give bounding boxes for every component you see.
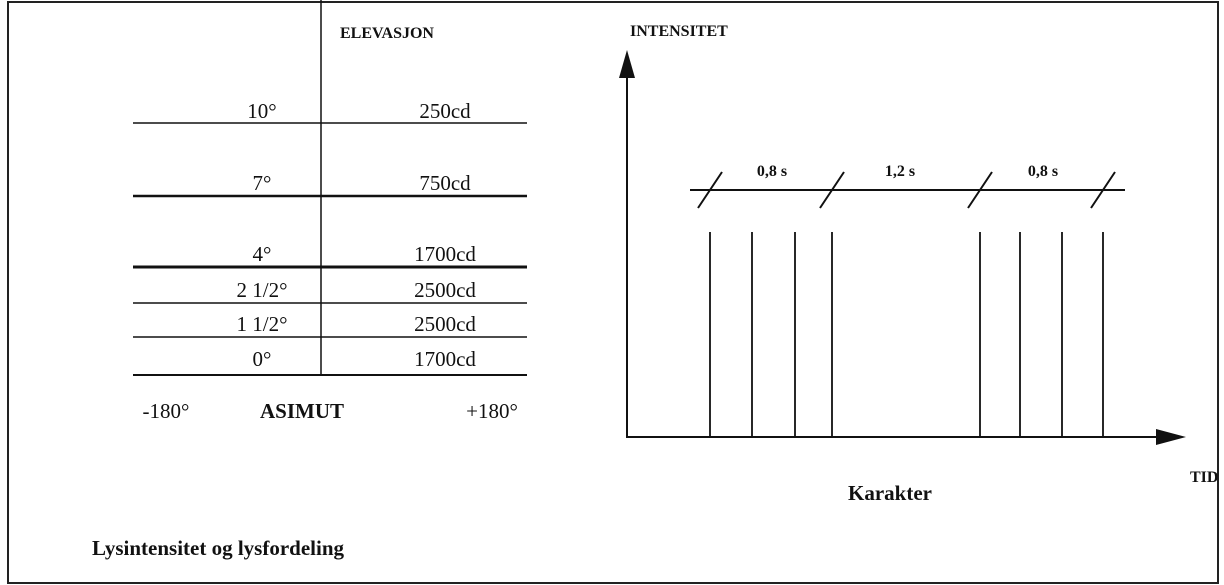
intensity: 1700cd xyxy=(414,347,476,371)
tick xyxy=(967,171,993,209)
y-axis-label: INTENSITET xyxy=(630,23,728,40)
table-lines xyxy=(133,0,527,376)
elevation: 0° xyxy=(253,347,272,371)
timing-caption: Karakter xyxy=(848,481,932,505)
intensity: 2500cd xyxy=(414,278,476,302)
interval: 0,8 s xyxy=(1028,163,1058,180)
frame xyxy=(7,1,1219,584)
azimuth-min: -180° xyxy=(143,399,190,423)
y-arrow xyxy=(619,50,635,78)
intensity: 1700cd xyxy=(414,242,476,266)
table-caption: Lysintensitet og lysfordeling xyxy=(92,536,345,560)
elevation: 2 1/2° xyxy=(237,278,288,302)
intensity: 750cd xyxy=(419,171,471,195)
x-arrow xyxy=(1156,429,1186,445)
pulses xyxy=(709,232,1104,437)
azimuth-label: ASIMUT xyxy=(260,399,344,423)
elevation: 10° xyxy=(247,99,276,123)
table-header: ELEVASJON xyxy=(340,25,434,42)
axes xyxy=(626,75,1160,438)
elevation: 7° xyxy=(253,171,272,195)
interval: 1,2 s xyxy=(885,163,915,180)
tick xyxy=(1090,171,1116,209)
elevation: 1 1/2° xyxy=(237,312,288,336)
elevation: 4° xyxy=(253,242,272,266)
intensity: 2500cd xyxy=(414,312,476,336)
x-axis-label: TID xyxy=(1190,469,1218,486)
tick xyxy=(697,171,723,209)
interval: 0,8 s xyxy=(757,163,787,180)
azimuth-max: +180° xyxy=(466,399,518,423)
tick xyxy=(819,171,845,209)
intensity: 250cd xyxy=(419,99,471,123)
timeline xyxy=(690,171,1125,209)
